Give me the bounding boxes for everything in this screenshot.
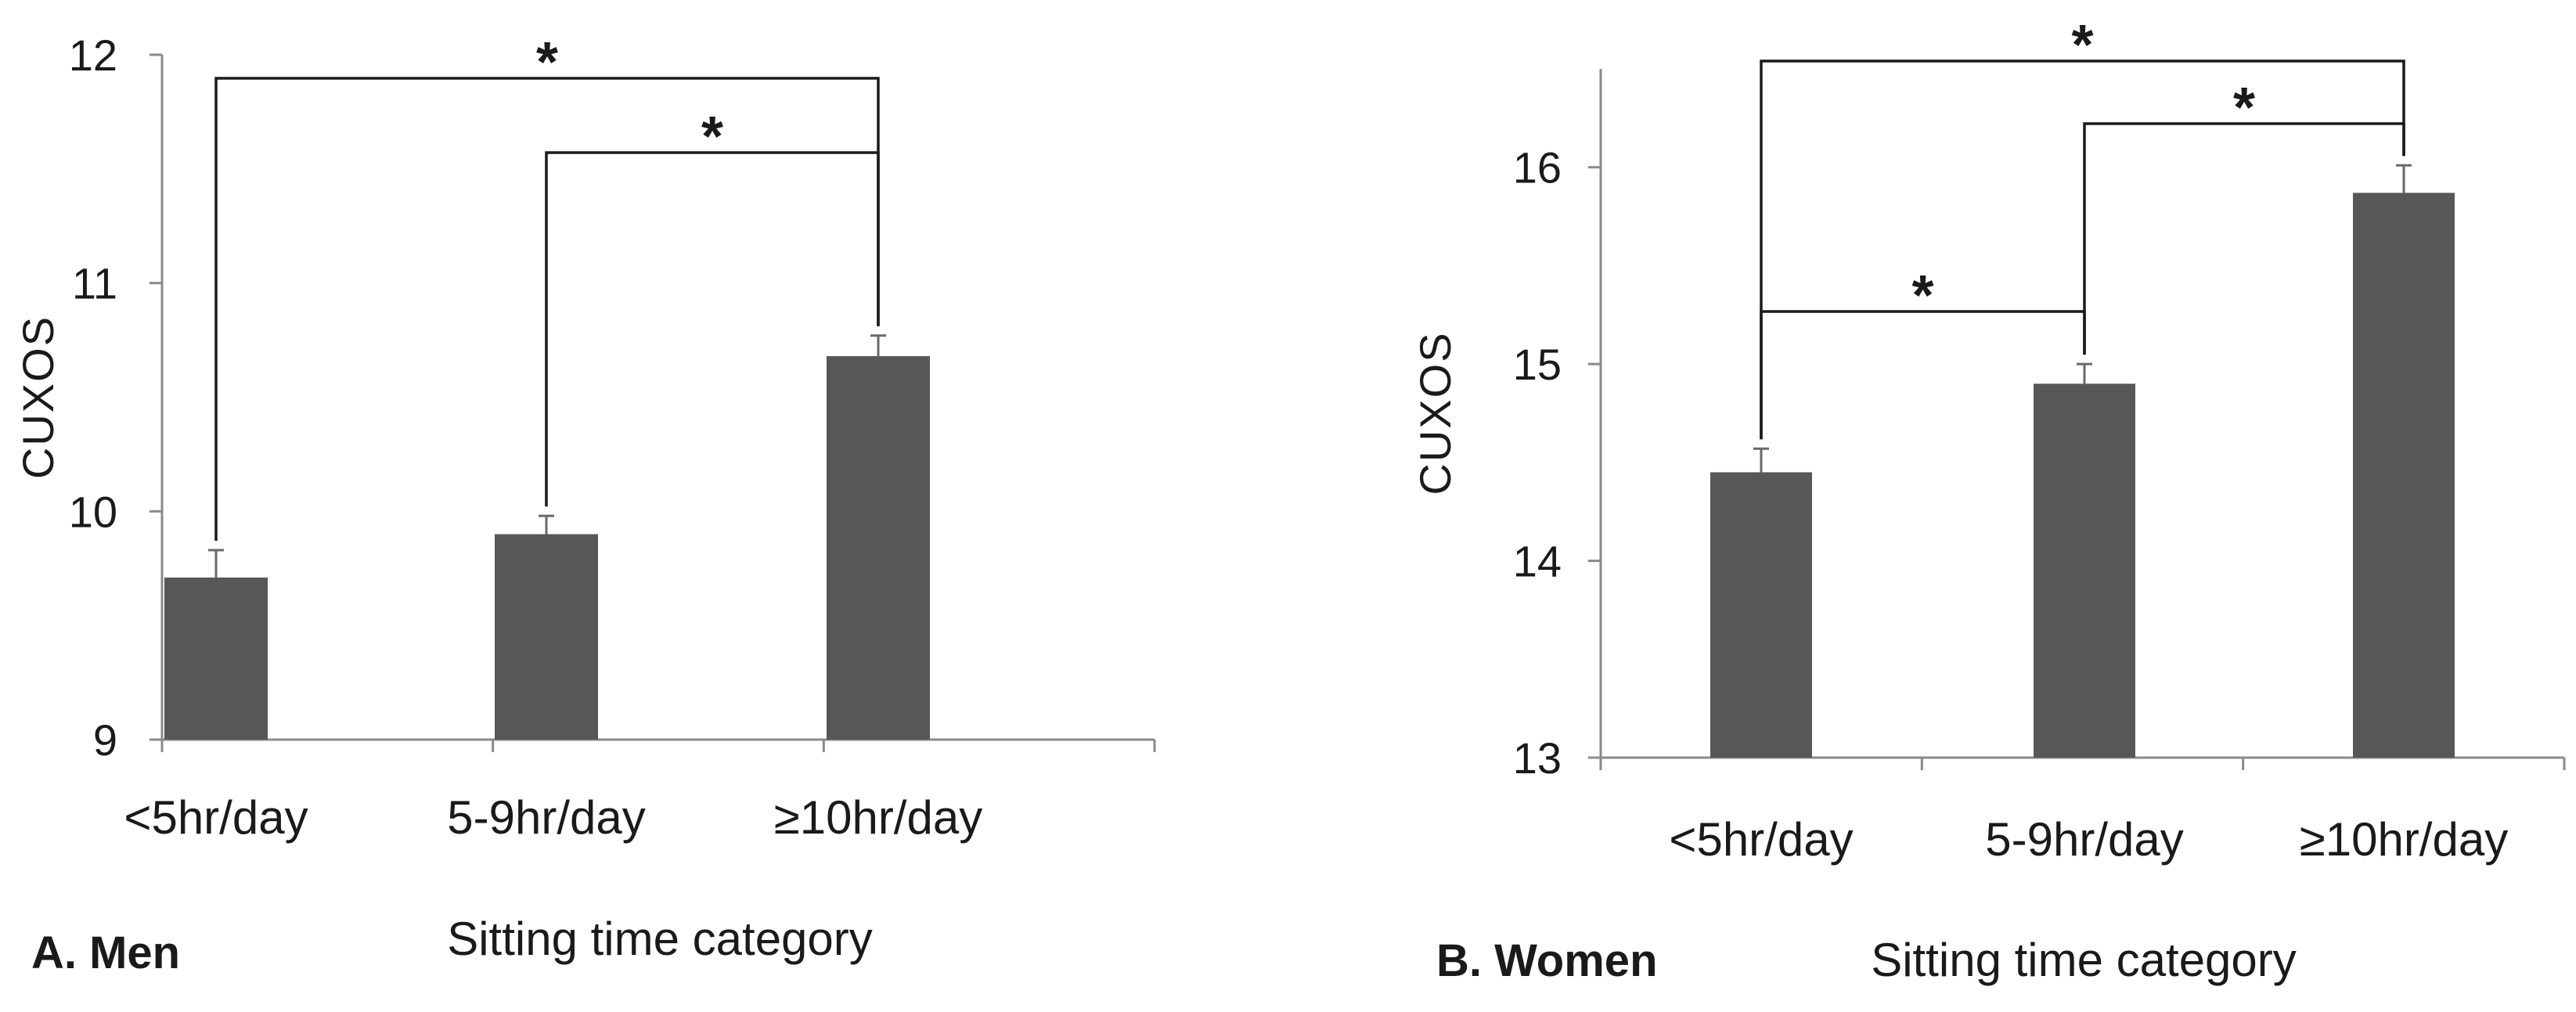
- significance-bracket: [2083, 122, 2405, 355]
- y-tick-label: 16: [1513, 143, 1562, 193]
- bar: [827, 356, 930, 740]
- significance-bracket: [1760, 59, 2405, 440]
- significance-star: *: [1911, 265, 1933, 327]
- y-tick-label: 13: [1513, 733, 1562, 783]
- y-axis-label: CUXOS: [13, 315, 63, 479]
- significance-star: *: [701, 106, 723, 168]
- bar: [495, 534, 598, 740]
- panel-label: B. Women: [1436, 935, 1658, 986]
- significance-bracket: [545, 151, 880, 507]
- panel-men: 9 10 11 12 <5hr/day 5-9hr/day ≥10hr/day * * CUXOS…: [13, 31, 1156, 978]
- x-axis-label: Sitting time category: [1871, 934, 2297, 986]
- category-label: <5hr/day: [124, 791, 308, 844]
- category-label: 5-9hr/day: [447, 791, 645, 844]
- bar: [2034, 384, 2135, 758]
- x-axis-label: Sitting time category: [447, 913, 873, 965]
- significance-bracket: [1760, 310, 2086, 440]
- y-tick-label: 11: [72, 259, 117, 308]
- y-tick-label: 15: [1513, 340, 1562, 389]
- y-tick-label: 14: [1513, 537, 1562, 586]
- category-label: ≥10hr/day: [2300, 813, 2508, 866]
- y-tick-label: 9: [93, 715, 117, 765]
- panel-women: 13 14 15 16 <5hr/day 5-9hr/day ≥10hr/day * * * CUX…: [1410, 14, 2566, 986]
- significance-star: *: [536, 31, 558, 94]
- y-tick-label: 12: [69, 31, 117, 80]
- significance-star: *: [2071, 14, 2093, 77]
- category-label: <5hr/day: [1669, 813, 1853, 866]
- bar: [2353, 193, 2455, 758]
- panel-label: A. Men: [31, 927, 180, 978]
- category-label: 5-9hr/day: [1985, 813, 2183, 866]
- category-label: ≥10hr/day: [774, 791, 982, 844]
- y-axis-label: CUXOS: [1410, 331, 1460, 495]
- y-tick-label: 10: [69, 487, 117, 536]
- bar: [164, 577, 268, 740]
- significance-star: *: [2233, 77, 2255, 139]
- bar: [1710, 472, 1812, 758]
